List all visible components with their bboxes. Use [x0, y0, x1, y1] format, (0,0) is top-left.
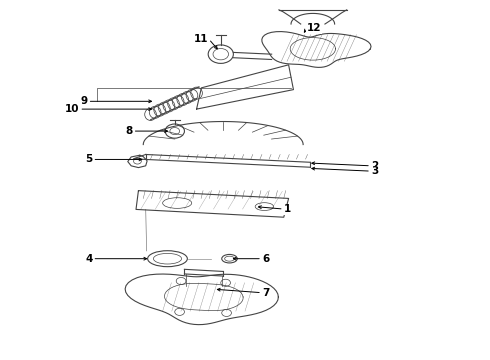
Text: 12: 12 [307, 23, 321, 33]
Text: 1: 1 [284, 204, 291, 214]
Text: 8: 8 [125, 126, 133, 136]
Text: 10: 10 [65, 104, 79, 114]
Text: 5: 5 [85, 154, 93, 165]
Text: 3: 3 [371, 166, 378, 176]
Text: 2: 2 [371, 161, 378, 171]
Text: 7: 7 [262, 288, 270, 298]
Text: 9: 9 [80, 96, 88, 106]
Text: 6: 6 [262, 254, 269, 264]
Text: 11: 11 [194, 34, 209, 44]
Text: 4: 4 [85, 254, 93, 264]
